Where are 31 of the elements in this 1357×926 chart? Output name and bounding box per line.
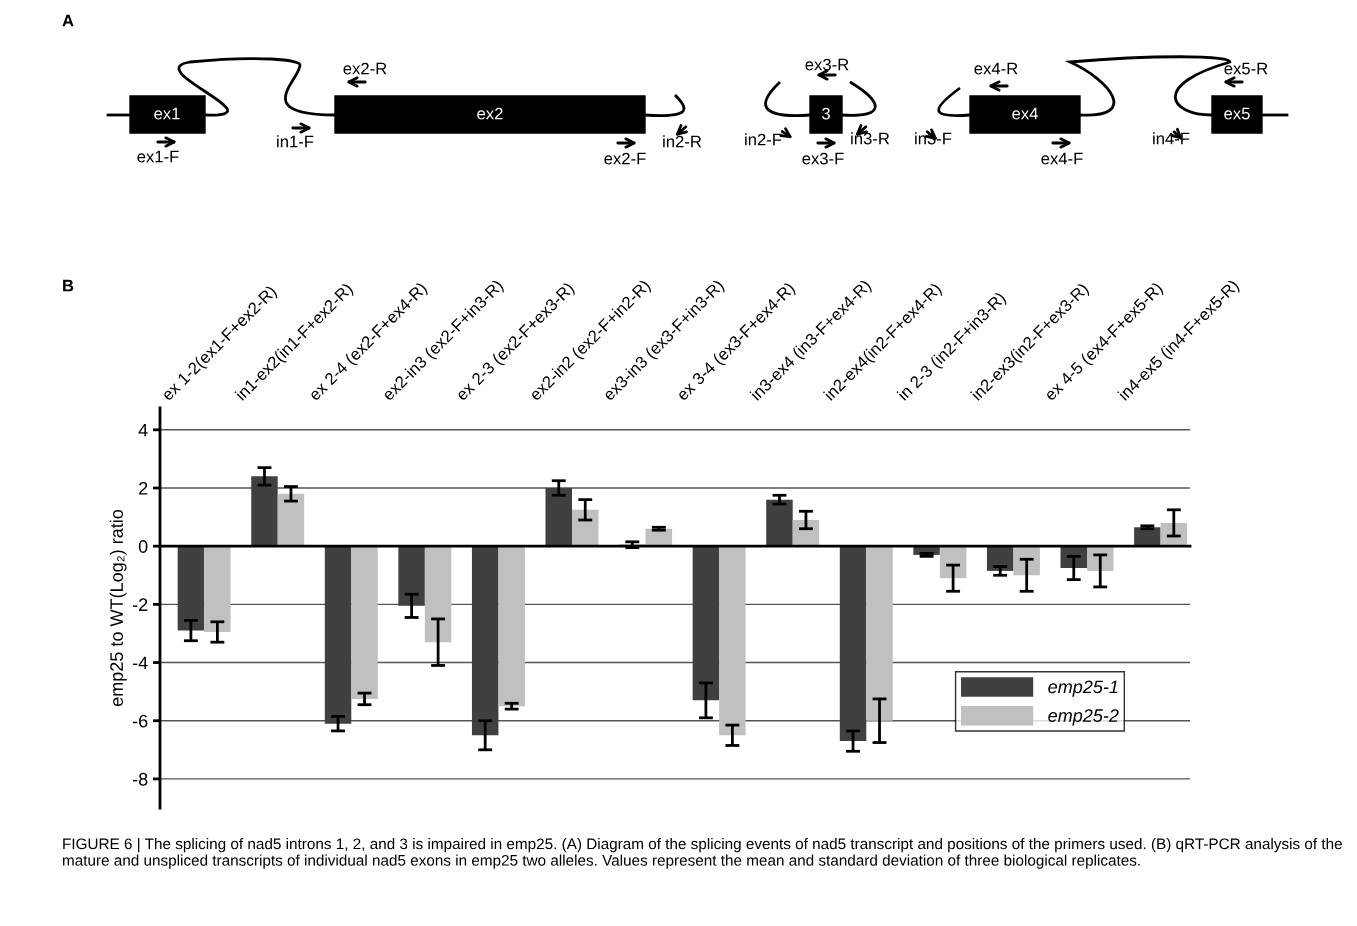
text: A [62,14,74,27]
legend-label: emp25-1 [1048,680,1118,697]
text: in4-F [1153,132,1190,145]
y-tick-label: -8 [132,772,148,786]
chart-title: B [63,279,74,292]
text: ex2 [477,107,503,120]
text: ex4-R [974,62,1018,75]
y-tick-label: 2 [139,481,148,495]
text: ex1-F [137,150,179,163]
caption: FIGURE 6 | The splicing of nad5 introns 1, 2, and 3 is impaired in emp25. (A) Diagram of the splicing events of nad5 transcript and positions of the primers used. (B) qRT-PCR analysis of the mature and unspliced transcripts of individual nad5 exons in emp25 two alleles. Values represent the mean and standard deviation of three biological replicates. [63,838,1342,869]
text: ex3-F [802,152,844,165]
text: in3-R [851,132,890,145]
y-tick-label: 0 [138,540,148,553]
legend-label: emp25-2 [1048,709,1119,726]
text: ex4-F [1041,152,1083,165]
y-tick-label: -6 [132,714,148,728]
y-axis-title: emp25 to WT(Log₂) ratio [109,509,127,707]
text: ex5-R [1224,62,1268,75]
y-tick-label: -4 [132,656,148,670]
text: ex5 [1224,107,1250,120]
text: ex1 [154,107,180,120]
text: ex3-R [805,58,849,71]
text: in2-R [663,135,702,148]
text: ex4 [1012,107,1038,120]
text: ex2-R [343,62,387,75]
y-tick-label: 4 [138,423,148,437]
text: 3 [822,107,830,120]
y-tick-label: -2 [132,598,148,611]
text: ex2-F [604,152,646,165]
text: in1-F [277,135,314,148]
text: in2-F [745,133,782,146]
